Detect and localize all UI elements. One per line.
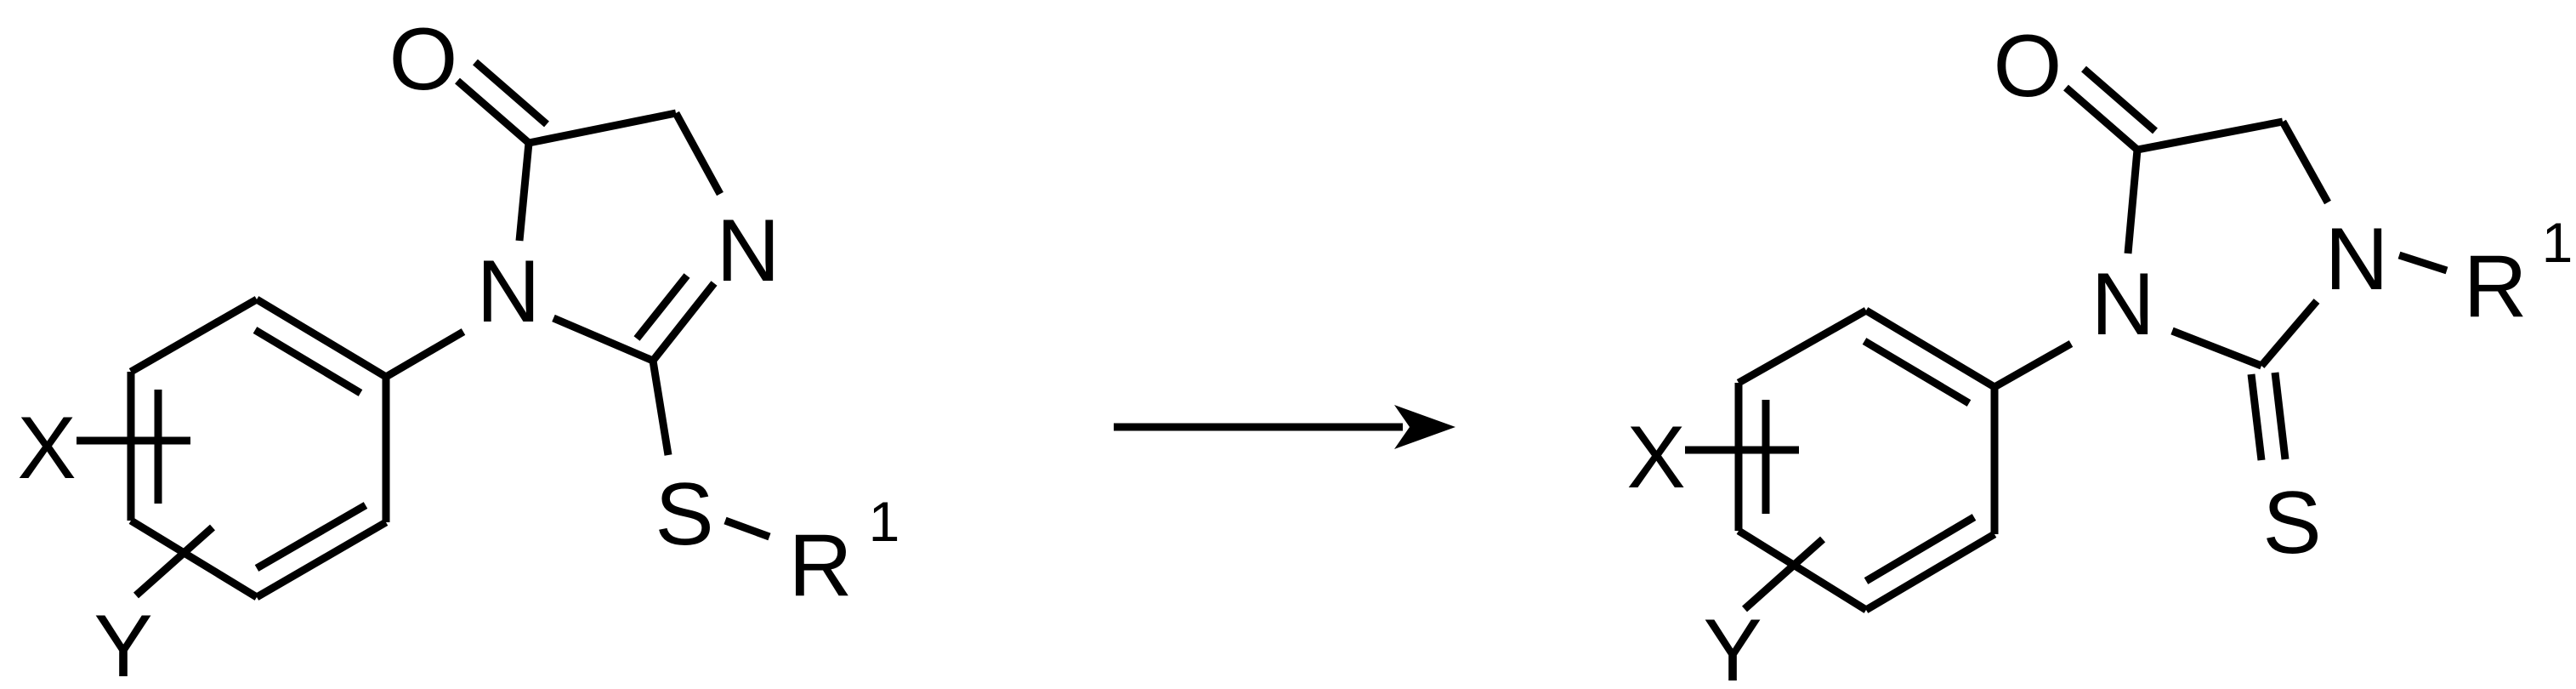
reactant-y-label: Y xyxy=(94,597,152,689)
bond-c4-o-a xyxy=(2063,84,2140,153)
bond-c2-n3-a xyxy=(650,281,718,363)
bond-ph-1 xyxy=(254,296,389,380)
bond-c5-n1 xyxy=(2279,119,2331,205)
bond-n3-aryl xyxy=(1992,340,2074,390)
bond-s-r xyxy=(723,516,771,541)
reactant-r-superscript: 1 xyxy=(869,490,900,553)
reaction-arrow xyxy=(1114,405,1455,449)
bond-ph-2 xyxy=(128,296,259,375)
product-r-superscript: 1 xyxy=(2542,211,2573,274)
bond-c2-s-a xyxy=(2247,373,2266,461)
bond-c4-c5 xyxy=(528,109,677,147)
bond-c4-o-b xyxy=(2081,65,2158,134)
product-n1-label: N xyxy=(2324,210,2388,309)
product-x-label: X xyxy=(1626,408,1685,507)
bond-c2-n1 xyxy=(2258,299,2320,368)
bond-ph-5 xyxy=(254,519,389,601)
bond-c2-n3-b xyxy=(633,273,690,341)
bond-c4-n1 xyxy=(515,142,533,242)
reactant-sulfur-label: S xyxy=(655,465,713,564)
bond-n1-aryl xyxy=(383,328,466,380)
product-structure: O N N S R 1 X Y xyxy=(1626,17,2573,689)
reactant-structure: O N N S R 1 X Y xyxy=(17,10,899,689)
bond-y xyxy=(1742,536,1825,612)
bond-ph-5 xyxy=(1864,531,1997,613)
bond-c4-n3 xyxy=(2124,149,2142,254)
bond-ph-4 xyxy=(1736,527,1869,613)
bond-c4-o-b xyxy=(473,59,549,128)
product-oxygen-label: O xyxy=(1994,17,2063,116)
reactant-x-label: X xyxy=(17,399,76,498)
bond-n1-r xyxy=(2397,251,2448,275)
bond-ph-5-inner xyxy=(1864,514,1977,584)
product-sulfur-label: S xyxy=(2262,474,2321,572)
bond-ph-1-inner xyxy=(1862,338,1972,407)
bond-ph-5-inner xyxy=(254,502,368,572)
product-n3-label: N xyxy=(2091,255,2154,354)
reactant-r-label: R xyxy=(788,516,852,615)
reactant-oxygen-label: O xyxy=(389,10,458,109)
bond-ph-2 xyxy=(1736,307,1869,386)
bond-c5-n3 xyxy=(672,111,723,196)
bond-n1-c2 xyxy=(552,314,655,365)
product-y-label: Y xyxy=(1703,601,1762,689)
bond-ph-1 xyxy=(1864,307,1997,390)
bond-c4-o-a xyxy=(455,77,531,146)
bond-c4-c5 xyxy=(2136,117,2284,154)
arrow-head xyxy=(1394,405,1455,449)
reactant-n3-label: N xyxy=(716,202,780,300)
reactant-n1-label: N xyxy=(476,242,540,341)
bond-n3-c2 xyxy=(2170,327,2263,370)
bond-ph-4 xyxy=(128,517,259,601)
bond-c2-s-b xyxy=(2271,372,2289,460)
product-r-label: R xyxy=(2463,237,2527,336)
bond-y xyxy=(133,524,215,599)
bond-ph-1-inner xyxy=(252,327,363,396)
bond-c2-s xyxy=(649,360,672,456)
